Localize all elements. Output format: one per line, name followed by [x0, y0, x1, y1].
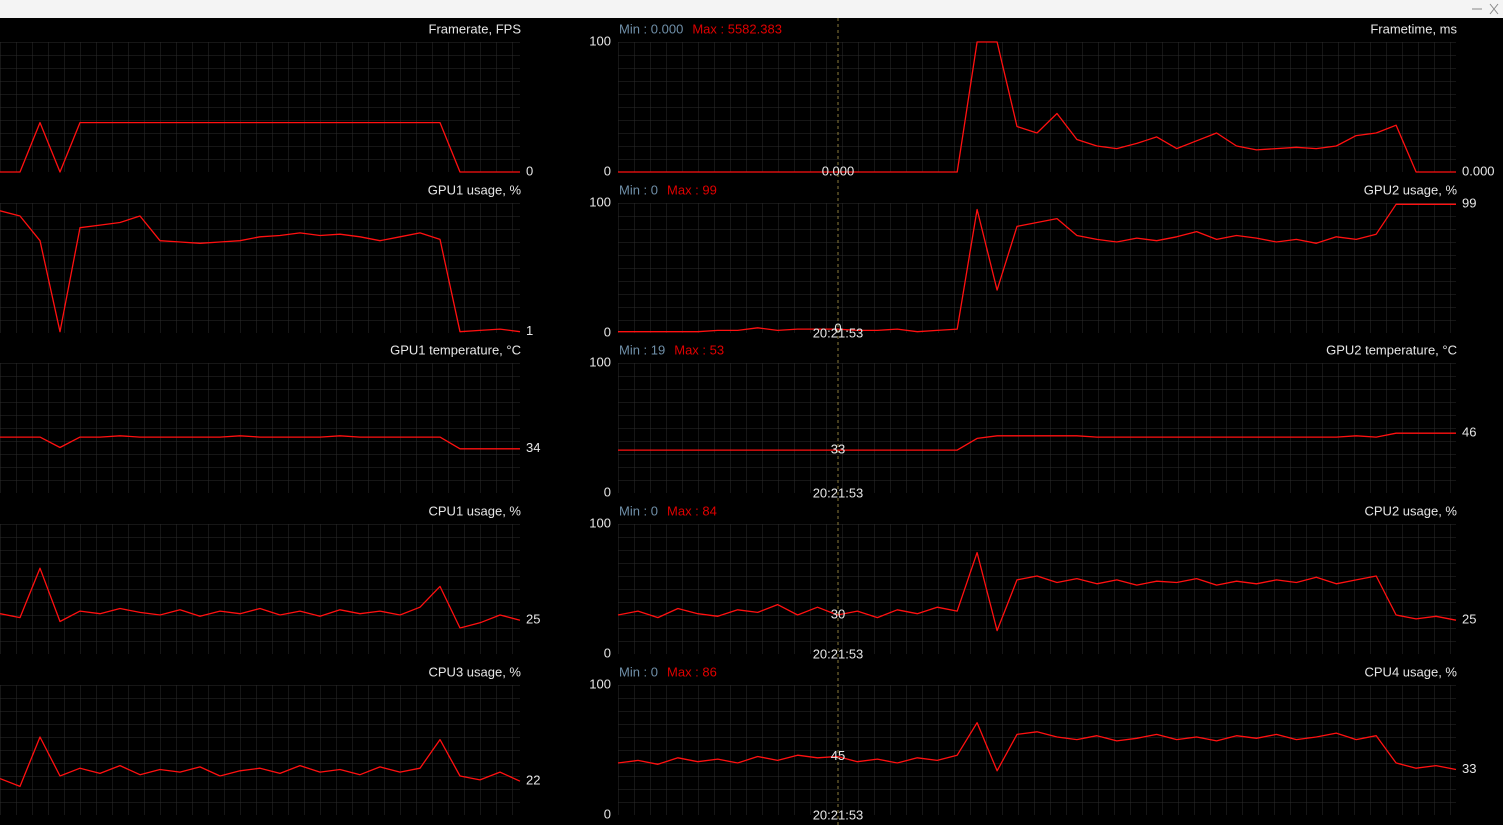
graph-line	[0, 121, 520, 173]
y-tick-label: 0	[604, 324, 611, 339]
graph-line	[0, 736, 521, 788]
y-tick-label: 0	[604, 806, 611, 821]
current-value: 1	[526, 323, 533, 338]
graph-area	[618, 524, 1456, 654]
close-button[interactable]	[1489, 3, 1499, 15]
graph-line	[617, 722, 1457, 772]
graph-title: GPU1 usage, %	[428, 182, 522, 197]
y-tick-label: 100	[589, 676, 611, 691]
min-label: Min : 0.000	[619, 21, 683, 36]
graph-title: GPU2 usage, %	[1364, 182, 1458, 197]
cursor-time: 20:21:53	[813, 485, 864, 500]
max-label: Max : 99	[667, 182, 717, 197]
graph-area	[0, 524, 520, 654]
current-value: 99	[1462, 196, 1476, 211]
graph-line	[618, 432, 1456, 451]
cursor-value: 33	[831, 442, 845, 457]
min-label: Min : 0	[619, 664, 658, 679]
cursor-value: 45	[831, 748, 845, 763]
y-tick-label: 0	[604, 645, 611, 660]
current-value: 25	[526, 612, 540, 627]
max-label: Max : 5582.383	[692, 21, 782, 36]
graph-title: CPU4 usage, %	[1365, 664, 1458, 679]
y-tick-label: 0	[604, 163, 611, 178]
graph-title: CPU2 usage, %	[1365, 503, 1458, 518]
y-tick-label: 100	[589, 354, 611, 369]
y-tick-label: 0	[604, 484, 611, 499]
graph-line	[618, 203, 1456, 333]
y-tick-label: 100	[589, 194, 611, 209]
graph-line	[0, 435, 520, 450]
y-tick-label: 100	[589, 33, 611, 48]
cursor-value: 0.000	[822, 163, 855, 178]
graph-line	[618, 41, 1456, 173]
graph-area	[618, 42, 1456, 172]
graph-area	[0, 685, 520, 815]
graph-title: Framerate, FPS	[429, 21, 522, 36]
current-value: 0	[526, 163, 533, 178]
max-label: Max : 53	[674, 342, 724, 357]
graph-area	[618, 363, 1456, 493]
current-value: 0.000	[1462, 163, 1495, 178]
cursor-value: 0	[834, 321, 841, 336]
max-label: Max : 84	[667, 503, 717, 518]
graph-area	[618, 685, 1456, 815]
current-value: 46	[1462, 425, 1476, 440]
graph-line	[0, 210, 521, 333]
title-bar	[0, 0, 1503, 18]
graph-area	[0, 203, 520, 333]
current-value: 25	[1462, 612, 1476, 627]
graph-title: Frametime, ms	[1370, 21, 1457, 36]
graph-area	[618, 203, 1456, 333]
cursor-time: 20:21:53	[813, 325, 864, 340]
graph-area	[0, 42, 520, 172]
graph-area	[0, 363, 520, 493]
min-label: Min : 0	[619, 503, 658, 518]
current-value: 22	[526, 773, 540, 788]
graph-title: CPU3 usage, %	[429, 664, 522, 679]
current-value: 34	[526, 440, 540, 455]
max-label: Max : 86	[667, 664, 717, 679]
cursor-time: 20:21:53	[813, 807, 864, 822]
graph-title: GPU2 temperature, °C	[1326, 342, 1457, 357]
min-label: Min : 19	[619, 342, 665, 357]
cursor-time: 20:21:53	[813, 646, 864, 661]
y-tick-label: 100	[589, 515, 611, 530]
min-label: Min : 0	[619, 182, 658, 197]
graph-line	[0, 567, 521, 629]
graph-title: GPU1 temperature, °C	[390, 342, 521, 357]
graph-title: CPU1 usage, %	[429, 503, 522, 518]
cursor-value: 30	[831, 606, 845, 621]
graph-line	[617, 551, 1457, 632]
current-value: 33	[1462, 761, 1476, 776]
